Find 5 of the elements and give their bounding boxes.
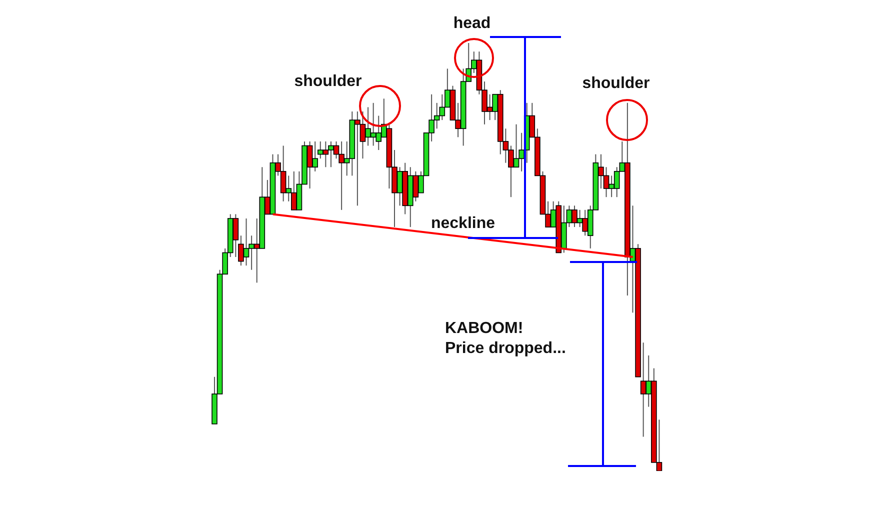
annotation: KABOOM! Price dropped... — [445, 320, 566, 357]
annotation: shoulder — [582, 75, 650, 92]
text: head — [453, 15, 491, 32]
annotation: shoulder — [294, 73, 362, 90]
annotation: neckline — [430, 215, 496, 232]
